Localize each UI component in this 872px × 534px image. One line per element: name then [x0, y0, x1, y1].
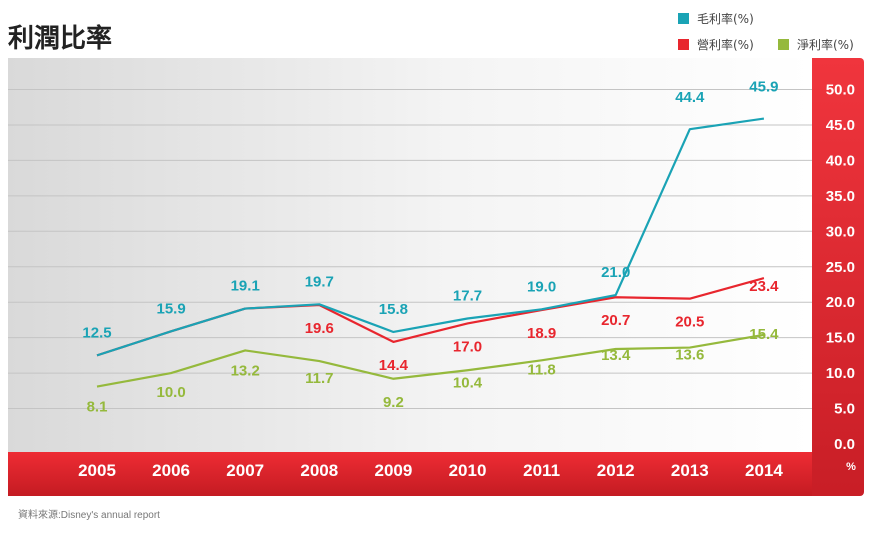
legend-swatch-gross-margin: [678, 13, 689, 24]
data-label: 44.4: [675, 89, 705, 106]
x-tick-label: 2006: [152, 461, 190, 480]
data-label: 23.4: [749, 278, 779, 295]
series-line-2: [96, 333, 765, 388]
source-note: 資料來源:Disney's annual report: [18, 510, 160, 521]
data-label: 9.2: [383, 394, 404, 411]
data-label: 21.0: [601, 264, 630, 281]
data-label: 20.5: [675, 314, 704, 331]
x-tick-label: 2011: [523, 461, 560, 480]
legend-item-net-margin: 淨利率(%): [778, 36, 854, 53]
legend-swatch-operating-margin: [678, 39, 689, 50]
x-tick-label: 2005: [78, 461, 116, 480]
data-labels: 12.5 15.9 19.1 19.7 15.8 17.7 19.0 21.0 44.4 45.9…: [82, 79, 779, 416]
y-tick-label: 15.0: [826, 330, 855, 347]
y-tick-label: 10.0: [826, 365, 855, 382]
data-label: 19.7: [305, 273, 334, 290]
x-tick-label: 2014: [745, 461, 783, 480]
data-label: 17.0: [453, 338, 482, 355]
x-tick-label: 2010: [449, 461, 487, 480]
data-label: 11.8: [527, 361, 555, 378]
data-label: 15.9: [156, 300, 185, 317]
data-label: 19.1: [231, 278, 260, 295]
legend-label-net-margin: 淨利率(%): [797, 38, 854, 52]
y-tick-label: 50.0: [826, 82, 855, 99]
data-label: 8.1: [87, 399, 108, 416]
legend-label-gross-margin: 毛利率(%): [697, 12, 754, 26]
grid-lines: [8, 89, 812, 410]
x-tick-label: 2007: [226, 461, 264, 480]
x-axis-ticks: 2005 2006 2007 2008 2009 2010 2011 2012 2013 2014: [78, 461, 783, 480]
data-label: 13.6: [675, 347, 704, 364]
data-label: 14.4: [379, 357, 409, 374]
y-tick-label: 25.0: [826, 259, 855, 276]
data-label: 10.0: [156, 384, 185, 401]
data-label: 19.6: [305, 320, 334, 337]
data-label: 13.4: [601, 347, 631, 364]
y-axis-unit: %: [846, 461, 856, 473]
legend-swatch-net-margin: [778, 39, 789, 50]
series-line-0: [96, 117, 765, 357]
data-label: 19.0: [527, 278, 556, 295]
data-label: 11.7: [305, 370, 333, 387]
data-label: 45.9: [749, 79, 778, 96]
y-axis-ticks: 0.0 5.0 10.0 15.0 20.0 25.0 30.0 35.0 40.0 45.0 50…: [826, 82, 855, 454]
series-lines: [96, 117, 765, 388]
y-tick-label: 40.0: [826, 152, 855, 169]
data-label: 15.4: [749, 326, 779, 343]
y-tick-label: 20.0: [826, 294, 855, 311]
x-tick-label: 2012: [597, 461, 635, 480]
y-tick-label: 30.0: [826, 223, 855, 240]
data-label: 10.4: [453, 374, 483, 391]
y-tick-label: 35.0: [826, 188, 855, 205]
plot-area: [8, 58, 812, 452]
x-tick-label: 2009: [374, 461, 412, 480]
data-label: 13.2: [231, 362, 260, 379]
legend-item-gross-margin: 毛利率(%): [678, 10, 754, 27]
data-label: 18.9: [527, 325, 556, 342]
data-label: 15.8: [379, 301, 408, 318]
y-tick-label: 5.0: [834, 401, 855, 418]
data-label: 17.7: [453, 288, 482, 305]
legend-item-operating-margin: 營利率(%): [678, 36, 754, 53]
legend-label-operating-margin: 營利率(%): [697, 38, 754, 52]
x-tick-label: 2008: [300, 461, 338, 480]
data-label: 20.7: [601, 312, 630, 329]
y-tick-label: 0.0: [834, 436, 855, 453]
x-tick-label: 2013: [671, 461, 709, 480]
x-axis-band: [8, 452, 812, 496]
y-tick-label: 45.0: [826, 117, 855, 134]
data-label: 12.5: [82, 324, 111, 341]
chart-title: 利潤比率: [8, 24, 113, 54]
